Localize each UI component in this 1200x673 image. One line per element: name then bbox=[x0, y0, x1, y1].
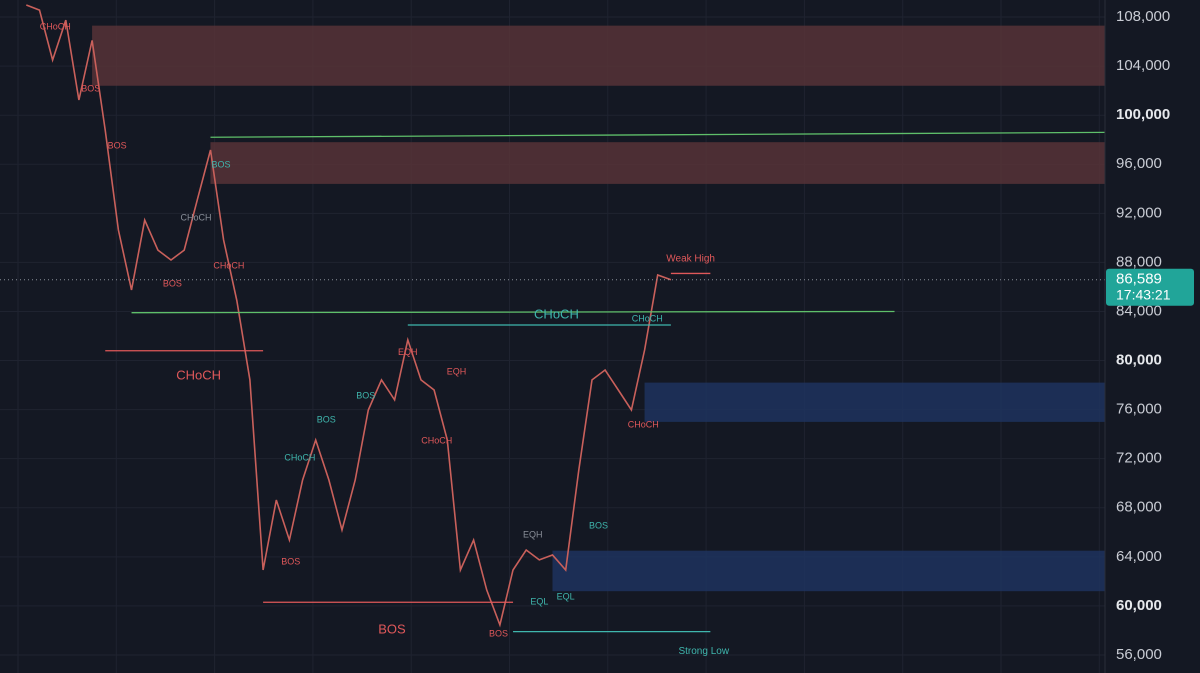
y-tick-label: 96,000 bbox=[1116, 155, 1162, 172]
annotation: EQL bbox=[557, 591, 575, 601]
y-tick-label: 68,000 bbox=[1116, 499, 1162, 516]
annotation: EQH bbox=[447, 366, 467, 376]
annotation: Strong Low bbox=[678, 646, 729, 657]
annotation: BOS bbox=[281, 556, 300, 566]
annotation: CHoCH bbox=[421, 435, 452, 445]
zone bbox=[552, 550, 1105, 592]
annotation: BOS bbox=[211, 159, 230, 169]
level-line bbox=[131, 310, 895, 314]
annotation: BOS bbox=[356, 390, 375, 400]
annotation: CHoCH bbox=[176, 367, 221, 382]
annotation: BOS bbox=[163, 278, 182, 288]
annotation: BOS bbox=[589, 520, 608, 530]
current-price-box bbox=[1106, 268, 1194, 306]
current-price-label: 86,589 bbox=[1116, 271, 1162, 288]
annotation: Weak High bbox=[666, 253, 715, 264]
annotation: EQH bbox=[398, 347, 418, 357]
y-tick-label: 104,000 bbox=[1116, 57, 1170, 74]
y-tick-label: 80,000 bbox=[1116, 352, 1162, 369]
annotation: CHoCH bbox=[632, 313, 663, 323]
zone bbox=[644, 382, 1105, 422]
y-tick-label: 92,000 bbox=[1116, 204, 1162, 221]
annotation: CHoCH bbox=[534, 307, 579, 322]
y-tick-label: 84,000 bbox=[1116, 302, 1162, 319]
y-tick-label: 108,000 bbox=[1116, 8, 1170, 25]
y-tick-label: 56,000 bbox=[1116, 646, 1162, 663]
annotation: BOS bbox=[81, 83, 100, 93]
y-tick-label: 72,000 bbox=[1116, 450, 1162, 467]
annotation: BOS bbox=[378, 621, 406, 636]
zone bbox=[210, 142, 1105, 184]
level-line bbox=[210, 131, 1106, 138]
y-tick-label: 100,000 bbox=[1116, 106, 1170, 123]
annotation: EQH bbox=[523, 529, 543, 539]
y-tick-label: 88,000 bbox=[1116, 253, 1162, 270]
annotation: BOS bbox=[317, 414, 336, 424]
y-tick-label: 76,000 bbox=[1116, 401, 1162, 418]
annotation: CHoCH bbox=[213, 260, 244, 270]
annotation: CHoCH bbox=[180, 212, 211, 222]
y-tick-label: 64,000 bbox=[1116, 548, 1162, 565]
annotation: CHoCH bbox=[40, 21, 71, 31]
price-line bbox=[26, 4, 672, 628]
y-tick-label: 60,000 bbox=[1116, 597, 1162, 614]
annotation: BOS bbox=[489, 628, 508, 638]
zone bbox=[92, 25, 1106, 86]
annotation: CHoCH bbox=[628, 419, 659, 429]
countdown-label: 17:43:21 bbox=[1116, 286, 1171, 302]
annotation: BOS bbox=[108, 140, 127, 150]
price-axis-panel bbox=[1105, 0, 1200, 673]
annotation: EQL bbox=[530, 596, 548, 606]
annotation: CHoCH bbox=[284, 452, 315, 462]
